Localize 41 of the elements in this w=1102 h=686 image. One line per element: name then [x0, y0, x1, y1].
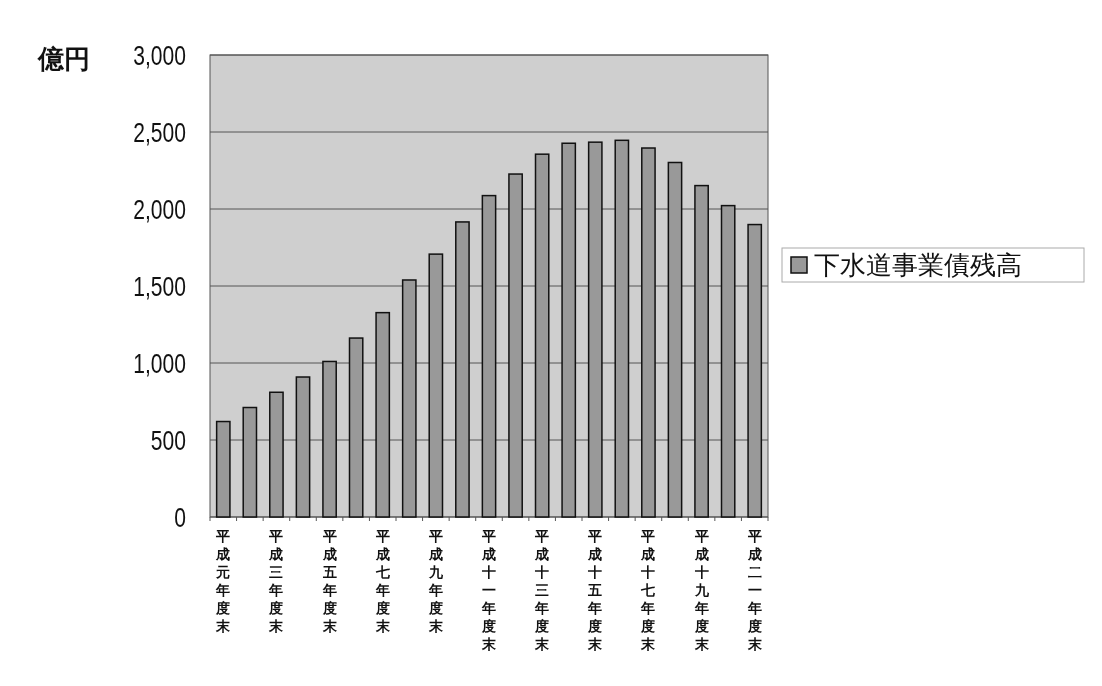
bar — [481, 194, 497, 518]
bar — [667, 161, 683, 518]
x-tick-label: 平成十九年度末 — [693, 528, 710, 652]
x-tick-label: 平成三年度末 — [268, 528, 285, 634]
x-tick-label: 平成五年度末 — [321, 528, 338, 634]
y-tick-label: 500 — [150, 425, 186, 456]
x-tick-label: 平成七年度末 — [374, 528, 391, 634]
legend-label: 下水道事業債残高 — [814, 250, 1022, 280]
bar — [348, 337, 364, 518]
y-tick-label: 2,000 — [133, 194, 186, 225]
bar — [455, 221, 470, 518]
bar — [747, 223, 763, 518]
bar — [561, 142, 577, 518]
y-axis-title: 億円 — [37, 44, 90, 74]
bar — [295, 376, 311, 518]
x-tick-label: 平成十三年度末 — [534, 528, 551, 652]
bar — [641, 147, 656, 518]
x-tick-label: 平成九年度末 — [427, 528, 444, 634]
bar — [428, 253, 444, 518]
y-tick-label: 1,500 — [133, 271, 186, 302]
bar — [242, 406, 258, 518]
y-tick-label: 1,000 — [133, 348, 186, 379]
bar — [614, 139, 630, 518]
x-tick-label: 平成元年度末 — [215, 528, 232, 634]
bar — [534, 153, 550, 518]
bar — [694, 184, 709, 518]
x-tick-label: 平成十五年度末 — [587, 528, 604, 652]
bar — [508, 173, 523, 518]
y-tick-label: 2,500 — [133, 117, 186, 148]
bar — [215, 420, 231, 518]
bar — [269, 391, 284, 518]
bar — [587, 141, 603, 518]
bar — [401, 279, 417, 518]
x-tick-label: 平成十七年度末 — [640, 528, 657, 652]
x-tick-label: 平成十一年度末 — [481, 528, 497, 652]
x-tick-label: 平成二一年度末 — [746, 528, 763, 652]
bar — [375, 311, 391, 518]
y-tick-label: 0 — [174, 502, 186, 533]
bar — [720, 204, 736, 518]
bar — [322, 360, 337, 518]
y-tick-label: 3,000 — [133, 40, 186, 71]
